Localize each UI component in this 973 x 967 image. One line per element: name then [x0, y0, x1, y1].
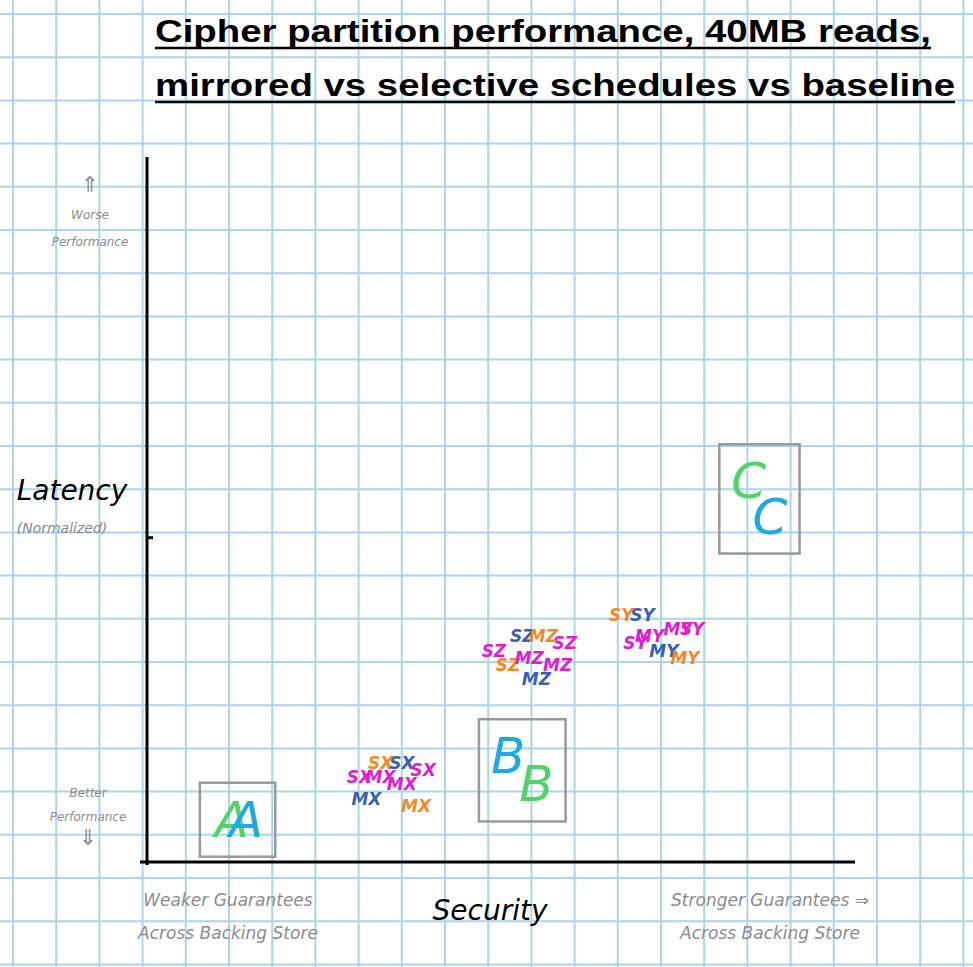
paper-line	[401, 0, 403, 967]
paper-line	[185, 0, 187, 967]
paper-line	[271, 0, 273, 967]
paper-line	[0, 877, 973, 879]
y-axis	[146, 157, 149, 865]
paper-line	[0, 963, 973, 965]
title-underline	[155, 47, 931, 50]
paper-line	[833, 0, 835, 967]
axis-note: Across Backing Store	[137, 923, 318, 943]
paper-line	[660, 0, 662, 967]
axis-note: Across Backing Store	[679, 923, 860, 943]
paper-line	[444, 0, 446, 967]
paper-line	[0, 143, 973, 145]
paper-line	[314, 0, 316, 967]
baseline-box	[479, 719, 566, 821]
y-axis-label: Latency	[17, 474, 128, 507]
scheme-point: MZ	[529, 626, 559, 646]
axis-note: Performance	[50, 810, 127, 824]
title-underline	[155, 101, 955, 104]
baseline-box	[719, 444, 799, 553]
y-tick	[147, 536, 153, 539]
axis-note: ⇑	[81, 172, 99, 197]
paper-line	[703, 0, 705, 967]
axis-note: Stronger Guarantees ⇒	[671, 890, 869, 910]
baseline-point: B	[519, 755, 553, 813]
paper-line	[0, 56, 973, 58]
paper-line	[919, 0, 921, 967]
scheme-point: MZ	[515, 648, 545, 668]
paper-line	[617, 0, 619, 967]
axis-note: Worse	[71, 208, 109, 222]
title: mirrored vs selective schedules vs basel…	[155, 67, 955, 103]
x-axis-label: Security	[433, 894, 548, 927]
paper-line	[142, 0, 144, 967]
paper-grid	[0, 0, 973, 967]
paper-line	[358, 0, 360, 967]
baseline-point: A	[226, 791, 263, 849]
chart: Cipher partition performance, 40MB reads…	[0, 0, 973, 967]
scheme-point: MX	[351, 789, 382, 809]
axis-note: Better	[69, 786, 107, 800]
paper-line	[790, 0, 792, 967]
box-layer	[200, 444, 800, 856]
paper-line	[574, 0, 576, 967]
title: Cipher partition performance, 40MB reads…	[155, 13, 931, 49]
scheme-point: SY	[630, 605, 656, 625]
scheme-point: MY	[670, 648, 701, 668]
paper-line	[876, 0, 878, 967]
scheme-point: MY	[663, 619, 694, 639]
axis-note: Weaker Guarantees	[143, 890, 313, 910]
baseline-box	[200, 783, 275, 857]
scheme-point: MX	[401, 796, 432, 816]
baseline-point: C	[753, 488, 788, 546]
data-layer: AABBCCSXSXSXSXMXMXMXMXSZSZSZSZMZMZMZMZSY…	[212, 452, 788, 848]
paper-line	[12, 0, 14, 967]
scheme-point: MX	[387, 774, 418, 794]
axis-note: ⇓	[79, 825, 97, 850]
x-axis	[140, 861, 855, 864]
scheme-point: MZ	[522, 669, 552, 689]
paper-line	[962, 0, 964, 967]
axis-note: Performance	[52, 235, 129, 249]
y-axis-note: (Normalized)	[17, 520, 108, 536]
